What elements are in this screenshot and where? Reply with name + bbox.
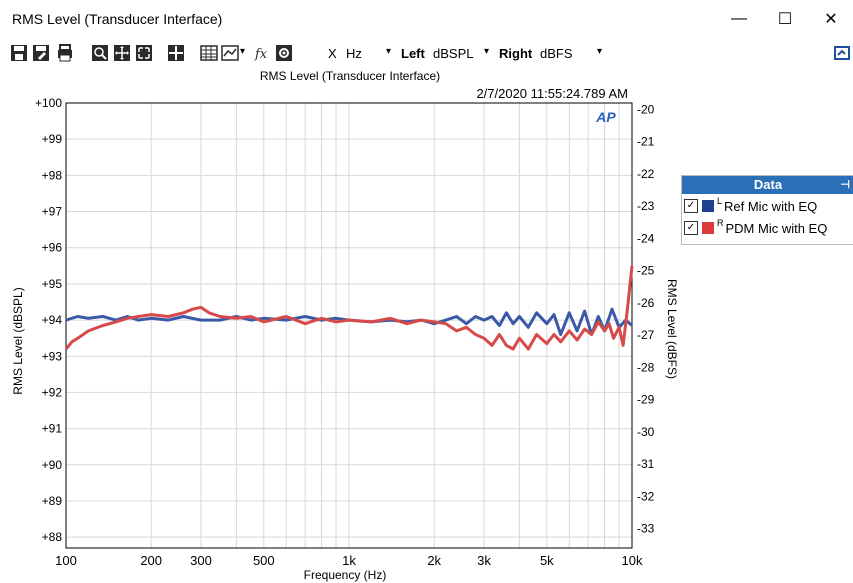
right-y-tick-label: -27 [637,328,655,342]
left-y-tick-label: +96 [42,241,63,255]
left-unit-select[interactable]: dBSPL [433,46,474,61]
legend-label: Ref Mic with EQ [724,198,818,214]
chevron-down-icon[interactable]: ▾ [484,46,490,57]
zoom-in-icon[interactable] [90,43,110,63]
window-title: RMS Level (Transducer Interface) [12,11,223,27]
left-axis-label: Left [401,46,425,61]
data-legend: Data ⊣ ✓ L Ref Mic with EQ ✓ R PDM Mic w… [681,175,853,245]
right-y-axis-title: RMS Level (dBFS) [665,279,679,379]
left-y-tick-labels: +100 +99 +98 +97 +96 +95 +94 +93 +92 +91 +90 +89 +88 [35,96,62,544]
gear-icon[interactable] [274,43,294,63]
right-y-tick-labels: -20 -21 -22 -23 -24 -25 -26 -27 -28 -29 -30 -31 -32 -… [637,102,655,535]
checkbox-ref-mic[interactable]: ✓ [684,199,698,213]
x-axis-title: Frequency (Hz) [304,568,387,582]
x-tick-label: 3k [477,553,491,568]
left-y-tick-label: +100 [35,96,62,110]
color-swatch [702,200,714,212]
pan-icon[interactable] [112,43,132,63]
chart-timestamp: 2/7/2020 11:55:24.789 AM [476,86,628,101]
graph-options-icon[interactable] [220,43,240,63]
right-y-tick-label: -31 [637,457,655,471]
right-y-tick-label: -29 [637,393,655,407]
print-icon[interactable] [55,43,75,63]
pin-icon[interactable]: ⊣ [840,179,850,191]
legend-label: PDM Mic with EQ [725,220,828,236]
chart-area: RMS Level (Transducer Interface) 2/7/202… [0,68,853,583]
left-y-tick-label: +90 [42,458,63,472]
x-axis-label: X [328,46,337,61]
channel-label: R [717,218,724,228]
toolbar: ▾ fx X Hz ▾ Left dBSPL ▾ Right dBFS ▾ [0,38,853,68]
right-y-tick-label: -20 [637,102,655,116]
right-y-tick-label: -32 [637,489,655,503]
legend-item-pdm-mic[interactable]: ✓ R PDM Mic with EQ [684,218,827,238]
x-tick-labels: 100 200 300 500 1k 2k 3k 5k 10k [55,553,643,568]
right-y-tick-label: -26 [637,296,655,310]
chevron-down-icon[interactable]: ▾ [597,46,603,57]
right-unit-select[interactable]: dBFS [540,46,573,61]
x-tick-label: 500 [253,553,275,568]
right-y-tick-label: -28 [637,360,655,374]
table-icon[interactable] [199,43,219,63]
function-icon[interactable]: fx [252,43,272,63]
export-icon[interactable] [832,43,852,63]
right-axis-label: Right [499,46,533,61]
right-y-tick-label: -22 [637,167,655,181]
right-y-tick-label: -30 [637,425,655,439]
left-y-tick-label: +92 [42,385,63,399]
save-as-icon[interactable] [31,43,51,63]
left-y-tick-label: +94 [42,313,63,327]
x-tick-label: 100 [55,553,77,568]
right-y-tick-label: -24 [637,231,655,245]
x-tick-label: 10k [622,553,643,568]
close-button[interactable]: ✕ [824,11,838,28]
left-y-tick-label: +95 [42,277,63,291]
x-tick-label: 5k [540,553,554,568]
left-y-axis-title: RMS Level (dBSPL) [11,287,25,394]
channel-label: L [717,196,723,206]
left-y-tick-label: +98 [42,168,63,182]
right-y-tick-label: -25 [637,264,655,278]
left-y-tick-label: +88 [42,530,63,544]
right-y-tick-label: -33 [637,522,655,536]
left-y-tick-label: +99 [42,132,63,146]
right-y-tick-label: -21 [637,135,655,149]
right-y-tick-label: -23 [637,199,655,213]
rms-level-chart: RMS Level (Transducer Interface) 2/7/202… [11,69,679,582]
minimize-button[interactable]: — [731,10,747,27]
legend-header: Data ⊣ [682,176,853,194]
series-line-pdm-mic [64,265,634,351]
x-tick-label: 2k [427,553,441,568]
maximize-button[interactable]: ☐ [777,11,793,28]
chevron-down-icon[interactable]: ▾ [386,46,392,57]
fit-icon[interactable] [134,43,154,63]
ap-logo: AP [595,109,616,125]
left-y-tick-label: +97 [42,205,63,219]
left-y-tick-label: +89 [42,494,63,508]
x-unit-select[interactable]: Hz [346,46,362,61]
left-y-tick-label: +91 [42,422,63,436]
x-tick-label: 300 [190,553,212,568]
checkbox-pdm-mic[interactable]: ✓ [684,221,698,235]
svg-text:fx: fx [254,47,268,62]
save-icon[interactable] [9,43,29,63]
left-y-tick-label: +93 [42,349,63,363]
cursor-icon[interactable] [166,43,186,63]
window-titlebar: RMS Level (Transducer Interface) — ☐ ✕ [0,0,853,38]
legend-item-ref-mic[interactable]: ✓ L Ref Mic with EQ [684,196,817,216]
series-lines [64,265,634,351]
x-tick-label: 200 [140,553,162,568]
x-tick-label: 1k [342,553,356,568]
color-swatch [702,222,714,234]
chevron-down-icon[interactable]: ▾ [240,46,246,57]
legend-title: Data [753,177,783,192]
chart-title: RMS Level (Transducer Interface) [260,69,440,83]
grid [65,102,633,548]
